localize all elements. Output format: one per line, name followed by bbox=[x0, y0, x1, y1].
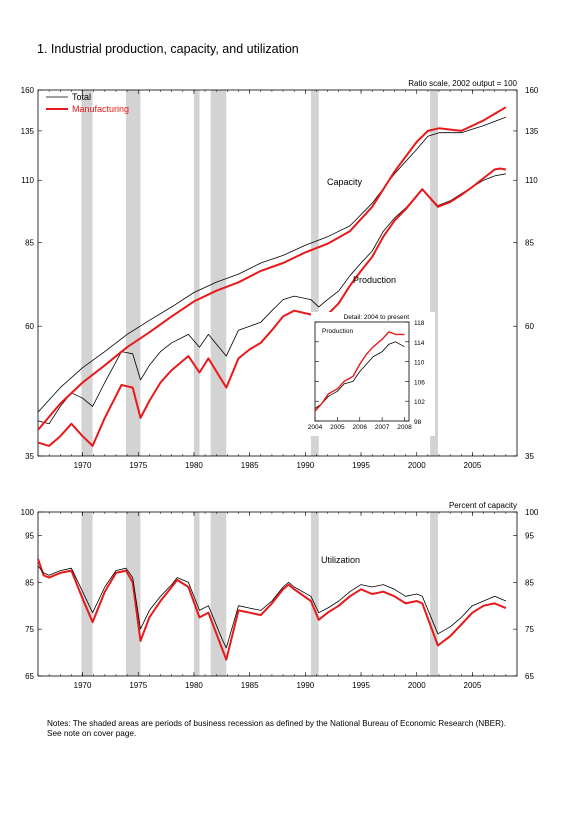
capacity-annotation: Capacity bbox=[327, 177, 363, 187]
x-tick-label: 2004 bbox=[308, 424, 323, 431]
plot-frame bbox=[37, 89, 518, 457]
y-tick-label-right: 65 bbox=[525, 672, 534, 681]
y-tick-label: 100 bbox=[21, 508, 35, 517]
x-tick-label: 1975 bbox=[129, 681, 147, 690]
x-tick-label: 1980 bbox=[185, 681, 203, 690]
x-tick-label: 1985 bbox=[241, 681, 259, 690]
x-tick-label: 2005 bbox=[464, 681, 482, 690]
x-tick-label: 1985 bbox=[241, 461, 259, 470]
x-tick-label: 2005 bbox=[464, 461, 482, 470]
recession-band bbox=[430, 512, 438, 676]
notes-line-2: See note on cover page. bbox=[47, 729, 137, 738]
utilization-chart: 1970 1975 1980 1985 1990 1995 2000 2005 65 65 75 75… bbox=[21, 501, 539, 690]
recession-band bbox=[193, 512, 200, 676]
x-tick-label: 1970 bbox=[74, 461, 92, 470]
recession-band bbox=[193, 90, 200, 456]
y-tick-label-right: 98 bbox=[414, 419, 422, 426]
y-tick-label-right: 118 bbox=[414, 320, 425, 327]
x-tick-label: 2007 bbox=[375, 424, 390, 431]
x-tick-label: 1995 bbox=[352, 681, 370, 690]
y-tick-label: 65 bbox=[25, 672, 34, 681]
recession-band bbox=[81, 90, 93, 456]
recession-band bbox=[210, 90, 227, 456]
notes: Notes: The shaded areas are periods of b… bbox=[47, 719, 567, 739]
x-tick-label: 1990 bbox=[296, 681, 314, 690]
x-tick-label: 2006 bbox=[353, 424, 368, 431]
y-tick-label: 75 bbox=[25, 625, 34, 634]
x-tick-label: 2005 bbox=[330, 424, 345, 431]
legend-label: Manufacturing bbox=[72, 104, 129, 114]
y-tick-label: 85 bbox=[25, 238, 34, 247]
detail-background bbox=[311, 312, 435, 436]
recession-band bbox=[126, 512, 141, 676]
y-tick-label-right: 114 bbox=[414, 340, 425, 347]
notes-line-1: Notes: The shaded areas are periods of b… bbox=[47, 719, 507, 728]
x-tick-label: 1995 bbox=[352, 461, 370, 470]
ratio-scale-note: Ratio scale, 2002 output = 100 bbox=[408, 79, 517, 88]
detail-total-line bbox=[314, 341, 405, 409]
utilization-total-line bbox=[37, 565, 507, 649]
y-tick-label: 110 bbox=[21, 176, 34, 185]
plot-frame bbox=[37, 511, 518, 677]
recession-band bbox=[310, 512, 319, 676]
y-tick-label: 60 bbox=[25, 322, 34, 331]
detail-production-annotation: Production bbox=[322, 328, 353, 335]
y-tick-label-right: 85 bbox=[525, 578, 534, 587]
page-title: 1. Industrial production, capacity, and … bbox=[37, 42, 299, 56]
y-tick-label: 160 bbox=[21, 86, 35, 95]
utilization-manufacturing-line bbox=[37, 558, 507, 661]
y-tick-label-right: 85 bbox=[525, 238, 534, 247]
production-manufacturing-line bbox=[37, 167, 507, 447]
recession-band bbox=[430, 90, 438, 456]
y-tick-label-right: 160 bbox=[525, 86, 539, 95]
y-tick-label-right: 100 bbox=[525, 508, 539, 517]
x-tick-label: 2000 bbox=[408, 461, 426, 470]
recession-band bbox=[210, 512, 227, 676]
x-tick-label: 2008 bbox=[397, 424, 412, 431]
y-tick-label-right: 135 bbox=[525, 127, 539, 136]
percent-of-capacity-label: Percent of capacity bbox=[449, 501, 517, 510]
y-tick-label-right: 110 bbox=[525, 176, 538, 185]
production-capacity-chart: 1970 1975 1980 1985 1990 1995 2000 2005 35 35 60 60… bbox=[21, 79, 539, 470]
y-tick-label: 85 bbox=[25, 578, 34, 587]
x-tick-label: 1975 bbox=[129, 461, 147, 470]
capacity-total-line bbox=[37, 116, 507, 413]
y-tick-label-right: 35 bbox=[525, 452, 534, 461]
y-tick-label: 95 bbox=[25, 531, 34, 540]
recession-band bbox=[310, 90, 319, 456]
x-tick-label: 1990 bbox=[296, 461, 314, 470]
utilization-annotation: Utilization bbox=[321, 555, 360, 565]
legend-label: Total bbox=[72, 92, 91, 102]
x-tick-label: 2000 bbox=[408, 681, 426, 690]
x-tick-label: 1980 bbox=[185, 461, 203, 470]
y-tick-label-right: 75 bbox=[525, 625, 534, 634]
recession-band bbox=[126, 90, 141, 456]
detail-manufacturing-line bbox=[314, 331, 405, 412]
plot-frame bbox=[314, 321, 410, 422]
y-tick-label: 35 bbox=[25, 452, 34, 461]
y-tick-label-right: 106 bbox=[414, 379, 425, 386]
y-tick-label-right: 102 bbox=[414, 399, 425, 406]
y-tick-label-right: 110 bbox=[414, 360, 425, 367]
y-tick-label-right: 95 bbox=[525, 531, 534, 540]
y-tick-label-right: 60 bbox=[525, 322, 534, 331]
production-annotation: Production bbox=[353, 275, 396, 285]
detail-title: Detail: 2004 to present bbox=[344, 314, 410, 321]
y-tick-label: 135 bbox=[21, 127, 35, 136]
x-tick-label: 1970 bbox=[74, 681, 92, 690]
capacity-manufacturing-line bbox=[37, 106, 507, 431]
recession-band bbox=[81, 512, 93, 676]
